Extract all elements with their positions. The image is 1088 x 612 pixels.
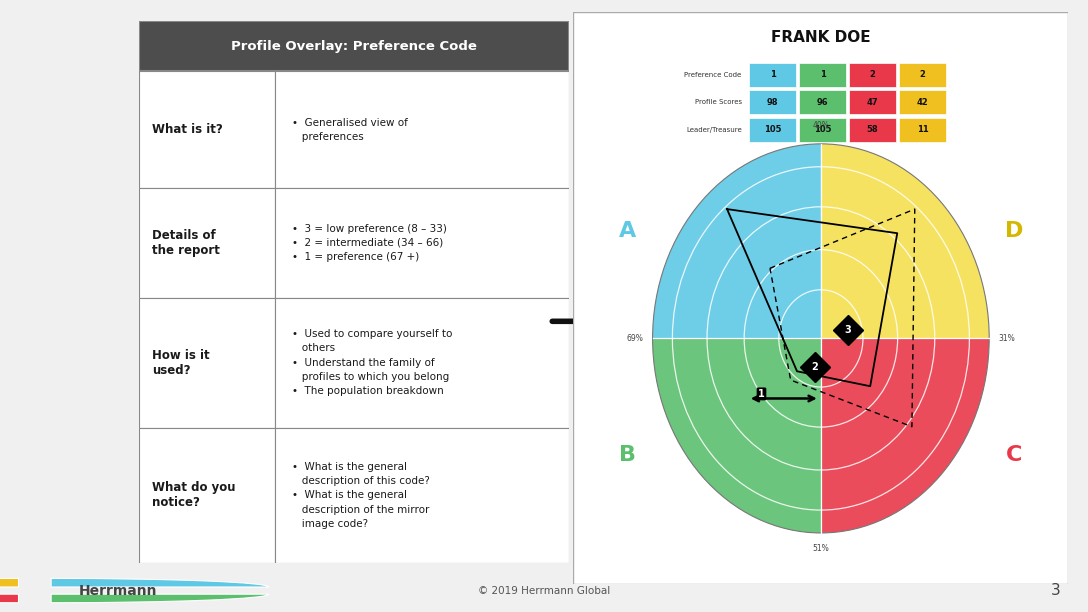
Bar <box>899 90 947 114</box>
Bar <box>849 90 897 114</box>
Bar <box>139 71 274 188</box>
Bar <box>274 428 569 563</box>
Text: Herrmann: Herrmann <box>78 584 157 597</box>
Text: Profile Overlay: Preference Code: Profile Overlay: Preference Code <box>232 40 477 53</box>
Text: 105: 105 <box>814 125 831 134</box>
Bar <box>139 21 569 71</box>
Text: 2: 2 <box>869 70 876 79</box>
Bar <box>849 62 897 87</box>
Text: 98: 98 <box>767 97 778 106</box>
Text: 105: 105 <box>764 125 781 134</box>
Text: Profile Scores: Profile Scores <box>694 99 742 105</box>
Text: Leader/Treasure: Leader/Treasure <box>685 127 742 133</box>
Text: 96: 96 <box>817 97 828 106</box>
Bar <box>139 188 274 297</box>
Bar <box>139 428 274 563</box>
Text: 3: 3 <box>844 325 852 335</box>
Text: 40%: 40% <box>813 121 829 130</box>
Text: 69%: 69% <box>627 334 644 343</box>
Text: 1: 1 <box>769 70 776 79</box>
Text: 11: 11 <box>917 125 928 134</box>
Text: 42: 42 <box>917 97 928 106</box>
Text: 2: 2 <box>919 70 926 79</box>
Text: C: C <box>1005 445 1022 465</box>
Text: •  Used to compare yourself to
   others
•  Understand the family of
   profiles: • Used to compare yourself to others • U… <box>292 329 453 397</box>
Text: FRANK DOE: FRANK DOE <box>771 31 870 45</box>
Text: How is it
used?: How is it used? <box>152 349 210 376</box>
Text: 51%: 51% <box>813 545 829 553</box>
Bar <box>799 90 846 114</box>
Text: Details of
the report: Details of the report <box>152 229 220 257</box>
Text: What do you
notice?: What do you notice? <box>152 481 236 509</box>
Bar <box>750 62 796 87</box>
Bar <box>750 90 796 114</box>
Bar <box>274 297 569 428</box>
Text: 2: 2 <box>812 362 818 372</box>
Text: •  Generalised view of
   preferences: • Generalised view of preferences <box>292 118 408 142</box>
Wedge shape <box>51 594 269 603</box>
Text: B: B <box>619 445 636 465</box>
Text: 1: 1 <box>758 389 765 399</box>
Text: A: A <box>619 222 636 241</box>
Text: Preference Code: Preference Code <box>684 72 742 78</box>
Bar <box>799 118 846 141</box>
Bar <box>274 188 569 297</box>
Bar <box>849 118 897 141</box>
Text: 1: 1 <box>819 70 826 79</box>
Text: 31%: 31% <box>998 334 1015 343</box>
Bar <box>274 71 569 188</box>
Bar <box>750 118 796 141</box>
Text: 58: 58 <box>867 125 878 134</box>
Wedge shape <box>51 578 269 587</box>
Bar <box>799 62 846 87</box>
Wedge shape <box>0 594 18 603</box>
Bar <box>899 118 947 141</box>
Wedge shape <box>653 338 820 533</box>
Bar <box>139 297 274 428</box>
Bar <box>899 62 947 87</box>
Text: 3: 3 <box>1051 583 1061 598</box>
Text: D: D <box>1005 222 1023 241</box>
Text: 47: 47 <box>867 97 878 106</box>
Wedge shape <box>820 338 989 533</box>
Wedge shape <box>820 144 989 338</box>
Wedge shape <box>0 578 18 587</box>
Text: •  3 = low preference (8 – 33)
•  2 = intermediate (34 – 66)
•  1 = preference (: • 3 = low preference (8 – 33) • 2 = inte… <box>292 223 447 263</box>
Wedge shape <box>653 144 820 338</box>
Text: What is it?: What is it? <box>152 123 223 136</box>
Text: © 2019 Herrmann Global: © 2019 Herrmann Global <box>478 586 610 595</box>
Text: •  What is the general
   description of this code?
•  What is the general
   de: • What is the general description of thi… <box>292 461 430 529</box>
